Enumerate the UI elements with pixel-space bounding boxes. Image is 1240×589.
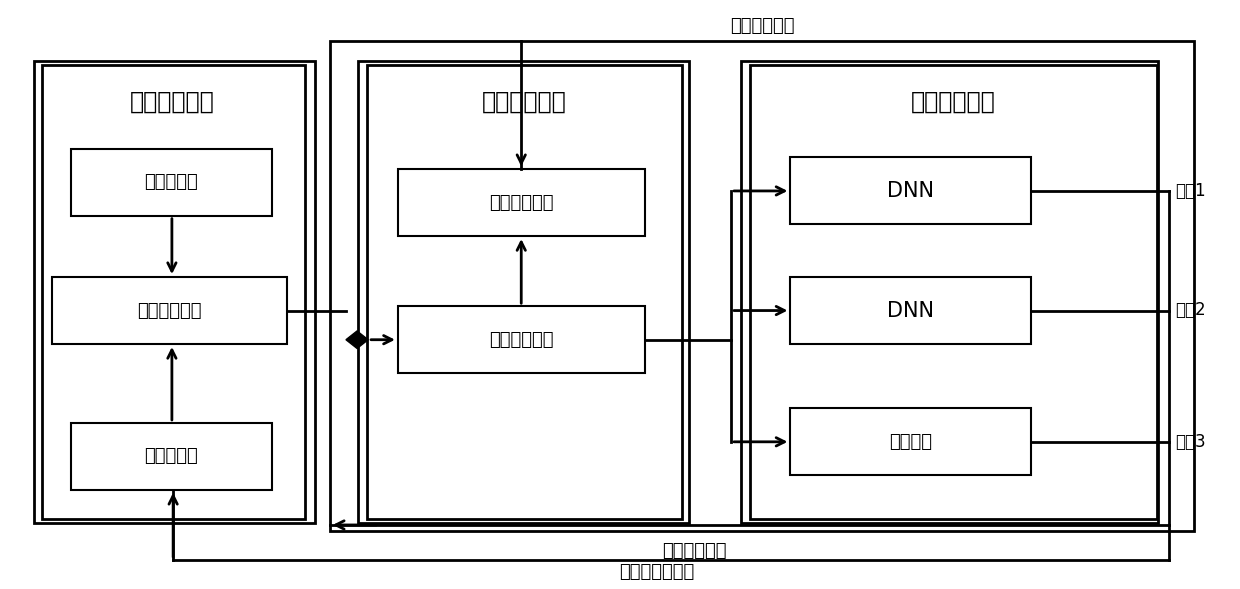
Text: 强化学习: 强化学习: [889, 433, 932, 451]
Text: 参考轨迹优化: 参考轨迹优化: [662, 542, 727, 560]
Bar: [790, 408, 1032, 475]
Bar: [790, 277, 1032, 344]
Text: 路线2: 路线2: [1176, 301, 1207, 319]
Bar: [52, 277, 286, 344]
Bar: [71, 148, 272, 216]
Text: 参考轨迹修正: 参考轨迹修正: [729, 17, 794, 35]
Text: 路线3: 路线3: [1176, 432, 1207, 451]
Text: 智能学习模块: 智能学习模块: [911, 90, 996, 114]
Bar: [790, 157, 1032, 224]
Text: 路线1: 路线1: [1176, 181, 1207, 200]
Text: DNN: DNN: [887, 181, 934, 201]
Bar: [398, 169, 645, 236]
Text: 运动学模型: 运动学模型: [144, 173, 198, 191]
Text: 轨迹规划模块: 轨迹规划模块: [130, 90, 215, 114]
Bar: [367, 65, 682, 519]
Text: 状态观测模块: 状态观测模块: [482, 90, 567, 114]
Text: 数据采集单元: 数据采集单元: [489, 194, 553, 211]
Text: 加工执行单元: 加工执行单元: [489, 330, 553, 349]
Bar: [33, 61, 315, 523]
Bar: [42, 65, 305, 519]
Bar: [330, 41, 1194, 531]
Bar: [750, 65, 1157, 519]
Text: 动力学模型拟合: 动力学模型拟合: [620, 562, 694, 581]
Bar: [742, 61, 1158, 523]
Bar: [398, 306, 645, 373]
Bar: [358, 61, 689, 523]
Text: 动力学模型: 动力学模型: [144, 448, 198, 465]
Polygon shape: [346, 331, 368, 349]
Bar: [71, 423, 272, 490]
Text: 样条曲线规划: 样条曲线规划: [138, 302, 202, 320]
Text: DNN: DNN: [887, 300, 934, 320]
